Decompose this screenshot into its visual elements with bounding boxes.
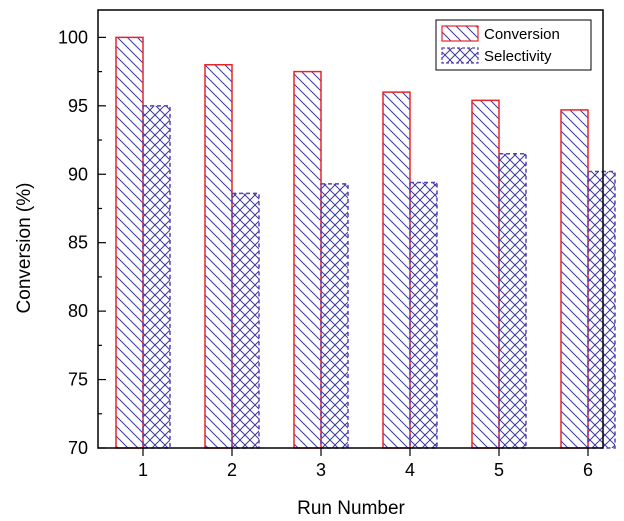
y-tick-label: 70 [68, 438, 88, 458]
bars-group [115, 36, 616, 449]
y-axis-title: Conversion (%) [14, 183, 35, 314]
bar-conversion-run-3 [293, 70, 322, 449]
legend-swatch-selectivity [441, 47, 479, 64]
x-axis-title: Run Number [297, 498, 405, 519]
bar-conversion-run-6 [560, 109, 589, 449]
bar-selectivity-run-6 [587, 170, 616, 449]
x-tick-label: 2 [227, 460, 237, 480]
x-tick-label: 4 [405, 460, 415, 480]
bar-selectivity-run-4 [409, 181, 438, 449]
y-tick-label: 100 [58, 27, 88, 47]
legend-label-conversion: Conversion [484, 26, 560, 43]
bar-conversion-run-5 [471, 99, 500, 449]
x-tick-label: 1 [138, 460, 148, 480]
x-tick-label: 6 [583, 460, 593, 480]
y-tick-label: 90 [68, 164, 88, 184]
bar-selectivity-run-2 [231, 192, 260, 449]
bar-conversion-run-2 [204, 64, 233, 449]
bar-selectivity-run-3 [320, 183, 349, 449]
x-tick-label: 5 [494, 460, 504, 480]
legend-swatch-conversion [441, 25, 479, 42]
bar-selectivity-run-5 [498, 152, 527, 449]
x-tick-label: 3 [316, 460, 326, 480]
bar-conversion-run-4 [382, 91, 411, 449]
y-tick-label: 75 [68, 370, 88, 390]
plot-frame [97, 9, 604, 449]
axes-group: 70 75 80 85 90 95 100 1 2 3 4 5 6 [58, 9, 604, 480]
bar-selectivity-run-1 [142, 105, 171, 449]
legend: Conversion Selectivity [435, 19, 592, 71]
y-tick-label: 85 [68, 233, 88, 253]
bar-conversion-run-1 [115, 36, 144, 449]
y-tick-label: 80 [68, 301, 88, 321]
y-tick-label: 95 [68, 96, 88, 116]
legend-label-selectivity: Selectivity [484, 48, 552, 65]
